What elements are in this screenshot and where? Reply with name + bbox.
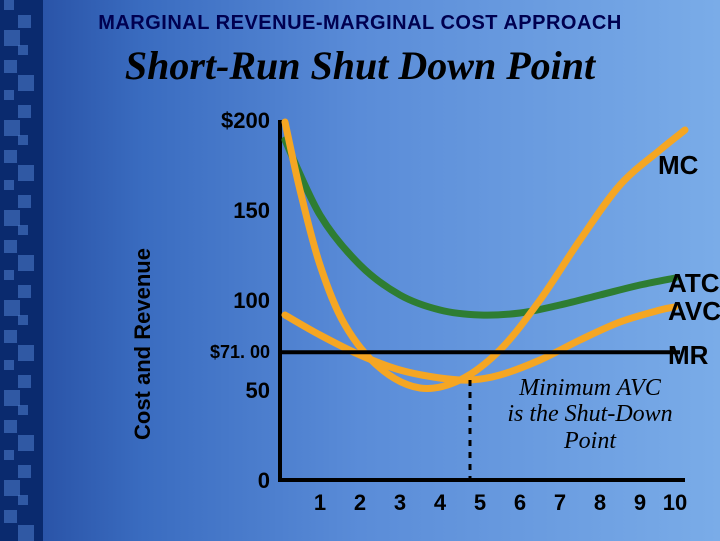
x-tick: 8 (590, 490, 610, 516)
x-tick: 9 (630, 490, 650, 516)
mc-label: MC (658, 150, 698, 181)
annotation-line: Point (564, 428, 616, 454)
x-tick: 4 (430, 490, 450, 516)
x-tick: 5 (470, 490, 490, 516)
mr-label: MR (668, 340, 708, 371)
atc-label: ATC (668, 268, 720, 299)
x-tick: 10 (660, 490, 690, 516)
page-subtitle: MARGINAL REVENUE-MARGINAL COST APPROACH (0, 12, 720, 35)
annotation-line: is the Shut-Down (507, 401, 672, 427)
x-tick: 1 (310, 490, 330, 516)
x-tick: 7 (550, 490, 570, 516)
annotation-line: Minimum AVC (519, 375, 661, 401)
chart-svg (60, 100, 700, 530)
x-tick: 6 (510, 490, 530, 516)
shut-down-chart: Cost and Revenue $200 150 100 $71. 00 50… (60, 100, 700, 530)
shut-down-annotation: Minimum AVC is the Shut-Down Point (480, 375, 700, 454)
x-tick: 3 (390, 490, 410, 516)
page-title: Short-Run Shut Down Point (0, 42, 720, 89)
avc-label: AVC (668, 296, 720, 327)
x-tick: 2 (350, 490, 370, 516)
